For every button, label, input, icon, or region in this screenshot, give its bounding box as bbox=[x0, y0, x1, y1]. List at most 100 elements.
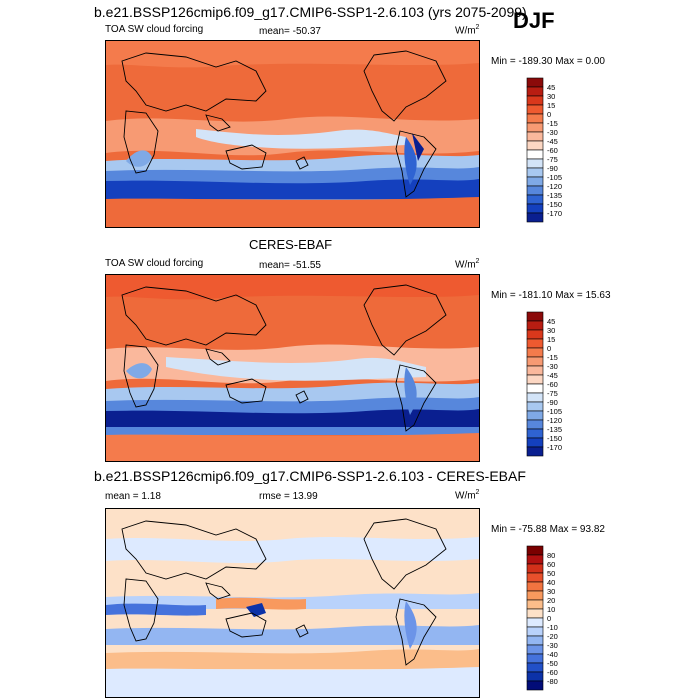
colorbar-tick-label: 0 bbox=[547, 344, 551, 353]
panel3-map-svg bbox=[106, 509, 479, 697]
colorbar-tick-label: -150 bbox=[547, 200, 562, 209]
colorbar-tick-label: 15 bbox=[547, 335, 555, 344]
colorbar-swatch bbox=[526, 185, 544, 196]
colorbar-tick-label: -80 bbox=[547, 677, 558, 686]
colorbar-swatch bbox=[526, 176, 544, 187]
panel1-minmax: Min = -189.30 Max = 0.00 bbox=[491, 56, 605, 67]
panel3-mean-label: mean = 1.18 bbox=[105, 491, 161, 502]
colorbar-swatch bbox=[526, 95, 544, 106]
panel2-map-svg bbox=[106, 275, 479, 461]
colorbar-tick-label: -45 bbox=[547, 137, 558, 146]
colorbar-swatch bbox=[526, 158, 544, 169]
colorbar-swatch bbox=[526, 212, 544, 223]
colorbar-swatch bbox=[526, 383, 544, 394]
panel1-map bbox=[105, 40, 480, 228]
colorbar-tick-label: 80 bbox=[547, 551, 555, 560]
colorbar-tick-label: -75 bbox=[547, 389, 558, 398]
colorbar-tick-label: -60 bbox=[547, 146, 558, 155]
colorbar-tick-label: -60 bbox=[547, 380, 558, 389]
colorbar-swatch bbox=[526, 149, 544, 160]
colorbar-swatch bbox=[526, 338, 544, 349]
colorbar-swatch bbox=[526, 581, 544, 592]
colorbar-swatch bbox=[526, 554, 544, 565]
colorbar-tick-label: -105 bbox=[547, 173, 562, 182]
colorbar-tick-label: -170 bbox=[547, 443, 562, 452]
panel2-variable-label: TOA SW cloud forcing bbox=[105, 258, 204, 269]
colorbar-tick-label: -120 bbox=[547, 416, 562, 425]
colorbar-swatch bbox=[526, 446, 544, 457]
colorbar-swatch bbox=[526, 140, 544, 151]
colorbar-swatch bbox=[526, 131, 544, 142]
colorbar-swatch bbox=[526, 599, 544, 610]
colorbar-tick-label: 20 bbox=[547, 596, 555, 605]
colorbar-swatch bbox=[526, 347, 544, 358]
panel1-variable-label: TOA SW cloud forcing bbox=[105, 24, 204, 35]
panel1-title: b.e21.BSSP126cmip6.f09_g17.CMIP6-SSP1-2.… bbox=[94, 4, 527, 20]
colorbar-tick-label: -60 bbox=[547, 668, 558, 677]
panel1-units: W/m2 bbox=[455, 24, 480, 37]
panel3-units: W/m2 bbox=[455, 489, 480, 502]
colorbar-swatch bbox=[526, 356, 544, 367]
colorbar-swatch bbox=[526, 77, 544, 88]
colorbar-tick-label: -45 bbox=[547, 371, 558, 380]
colorbar-tick-label: -15 bbox=[547, 353, 558, 362]
colorbar-tick-label: -90 bbox=[547, 398, 558, 407]
panel2-colorbar: 45 30 15 0 -15 -30 -45 -60 -75 -90 -105 -120 -135 -15… bbox=[526, 311, 587, 462]
panel3-title: b.e21.BSSP126cmip6.f09_g17.CMIP6-SSP1-2.… bbox=[94, 468, 526, 484]
colorbar-tick-label: -30 bbox=[547, 641, 558, 650]
colorbar-swatch bbox=[526, 419, 544, 430]
panel2-colorbar-svg: 4530150-15-30-45-60-75-90-105-120-135-15… bbox=[526, 311, 562, 457]
colorbar-tick-label: -30 bbox=[547, 128, 558, 137]
colorbar-swatch bbox=[526, 635, 544, 646]
colorbar-tick-label: 30 bbox=[547, 326, 555, 335]
colorbar-tick-label: -50 bbox=[547, 659, 558, 668]
colorbar-tick-label: -30 bbox=[547, 362, 558, 371]
panel1-mean-label: mean= -50.37 bbox=[259, 26, 321, 37]
colorbar-tick-label: 10 bbox=[547, 605, 555, 614]
colorbar-swatch bbox=[526, 203, 544, 214]
panel2-minmax: Min = -181.10 Max = 15.63 bbox=[491, 290, 611, 301]
panel3-map bbox=[105, 508, 480, 698]
colorbar-tick-label: -75 bbox=[547, 155, 558, 164]
colorbar-swatch bbox=[526, 410, 544, 421]
colorbar-tick-label: -135 bbox=[547, 191, 562, 200]
colorbar-tick-label: 0 bbox=[547, 614, 551, 623]
colorbar-swatch bbox=[526, 311, 544, 322]
colorbar-tick-label: 30 bbox=[547, 587, 555, 596]
colorbar-tick-label: 40 bbox=[547, 578, 555, 587]
colorbar-tick-label: -170 bbox=[547, 209, 562, 218]
colorbar-tick-label: 15 bbox=[547, 101, 555, 110]
colorbar-swatch bbox=[526, 590, 544, 601]
panel2-mean-label: mean= -51.55 bbox=[259, 260, 321, 271]
colorbar-swatch bbox=[526, 680, 544, 691]
panel2-units: W/m2 bbox=[455, 258, 480, 271]
colorbar-swatch bbox=[526, 626, 544, 637]
panel3-colorbar: 80 60 50 40 30 20 10 0 -10 -20 -30 -40 -50 -60 -80 bbox=[526, 545, 587, 696]
colorbar-swatch bbox=[526, 122, 544, 133]
colorbar-swatch bbox=[526, 365, 544, 376]
panel1-colorbar: 45 30 15 0 -15 -30 -45 -60 -75 -90 -105 -120 -135 -15… bbox=[526, 77, 587, 228]
colorbar-swatch bbox=[526, 428, 544, 439]
colorbar-swatch bbox=[526, 572, 544, 583]
colorbar-tick-label: 45 bbox=[547, 317, 555, 326]
colorbar-tick-label: 50 bbox=[547, 569, 555, 578]
colorbar-tick-label: -135 bbox=[547, 425, 562, 434]
colorbar-swatch bbox=[526, 671, 544, 682]
colorbar-swatch bbox=[526, 320, 544, 331]
panel1-colorbar-svg: 4530150-15-30-45-60-75-90-105-120-135-15… bbox=[526, 77, 562, 223]
colorbar-swatch bbox=[526, 401, 544, 412]
colorbar-tick-label: 0 bbox=[547, 110, 551, 119]
colorbar-swatch bbox=[526, 86, 544, 97]
colorbar-swatch bbox=[526, 563, 544, 574]
colorbar-swatch bbox=[526, 545, 544, 556]
colorbar-swatch bbox=[526, 194, 544, 205]
colorbar-swatch bbox=[526, 329, 544, 340]
colorbar-tick-label: -150 bbox=[547, 434, 562, 443]
colorbar-swatch bbox=[526, 608, 544, 619]
colorbar-swatch bbox=[526, 104, 544, 115]
panel2-map bbox=[105, 274, 480, 462]
colorbar-tick-label: 45 bbox=[547, 83, 555, 92]
colorbar-tick-label: -15 bbox=[547, 119, 558, 128]
colorbar-tick-label: -120 bbox=[547, 182, 562, 191]
